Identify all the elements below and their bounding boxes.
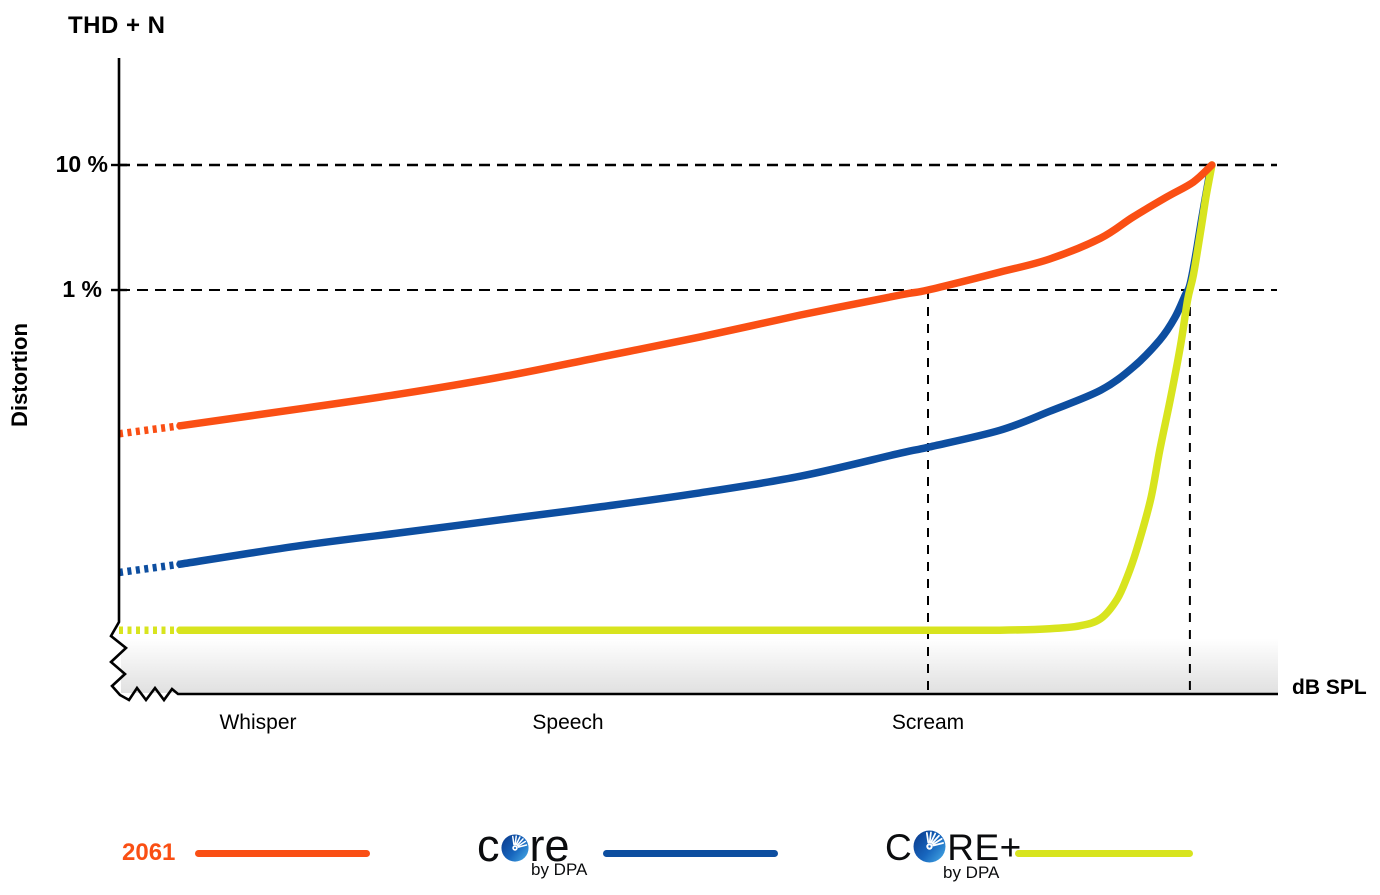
y-axis-label: Distortion bbox=[7, 323, 32, 427]
curve-core-by-dpa bbox=[176, 162, 1215, 568]
x-axis-label: dB SPL bbox=[1292, 676, 1367, 699]
axis-shadow-band bbox=[121, 638, 1278, 693]
legend-line-2061 bbox=[195, 850, 370, 857]
core-plus-logo-byline: by DPA bbox=[943, 863, 1000, 882]
chart-title: THD + N bbox=[68, 12, 166, 39]
curve-2061-dotted-lead bbox=[118, 422, 181, 438]
x-category-scream: Scream bbox=[891, 711, 965, 734]
curve-2061 bbox=[176, 161, 1216, 430]
y-tick-10-percent: 10 % bbox=[55, 151, 108, 177]
core-plus-disc-icon bbox=[913, 830, 946, 862]
legend-line-core bbox=[603, 850, 778, 857]
curve-core-by-dpa-dotted-lead bbox=[118, 560, 181, 577]
x-category-speech: Speech bbox=[532, 711, 604, 734]
core-by-dpa-logo: c re bbox=[477, 822, 570, 868]
core-plus-by-dpa-logo: C RE+ bbox=[885, 827, 1022, 867]
legend-label-2061: 2061 bbox=[122, 839, 176, 866]
core-plus-logo-suffix: RE+ bbox=[947, 826, 1022, 868]
legend-line-core-plus bbox=[1015, 850, 1193, 857]
core-plus-logo-prefix: C bbox=[885, 826, 913, 868]
curve-core-by-dpa bbox=[176, 161, 1216, 635]
core-logo-suffix: re bbox=[529, 819, 570, 871]
core-logo-byline: by DPA bbox=[531, 860, 588, 879]
axes-with-break bbox=[109, 58, 1278, 703]
y-tick-1-percent: 1 % bbox=[62, 276, 102, 302]
core-logo-prefix: c bbox=[477, 819, 500, 871]
core-disc-icon bbox=[500, 834, 529, 862]
x-category-whisper: Whisper bbox=[219, 711, 297, 734]
